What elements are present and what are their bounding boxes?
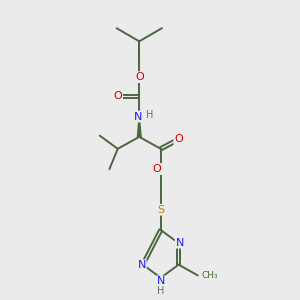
Text: N: N [157,276,165,286]
Polygon shape [137,117,141,137]
Text: N: N [134,112,142,122]
Text: H: H [157,286,164,296]
Text: N: N [176,238,184,248]
Text: CH₃: CH₃ [201,271,218,280]
Text: O: O [135,72,144,82]
Text: O: O [113,91,122,101]
Text: O: O [153,164,161,174]
Text: O: O [174,134,183,144]
Text: S: S [157,205,164,215]
Text: N: N [137,260,146,270]
Text: H: H [146,110,153,120]
